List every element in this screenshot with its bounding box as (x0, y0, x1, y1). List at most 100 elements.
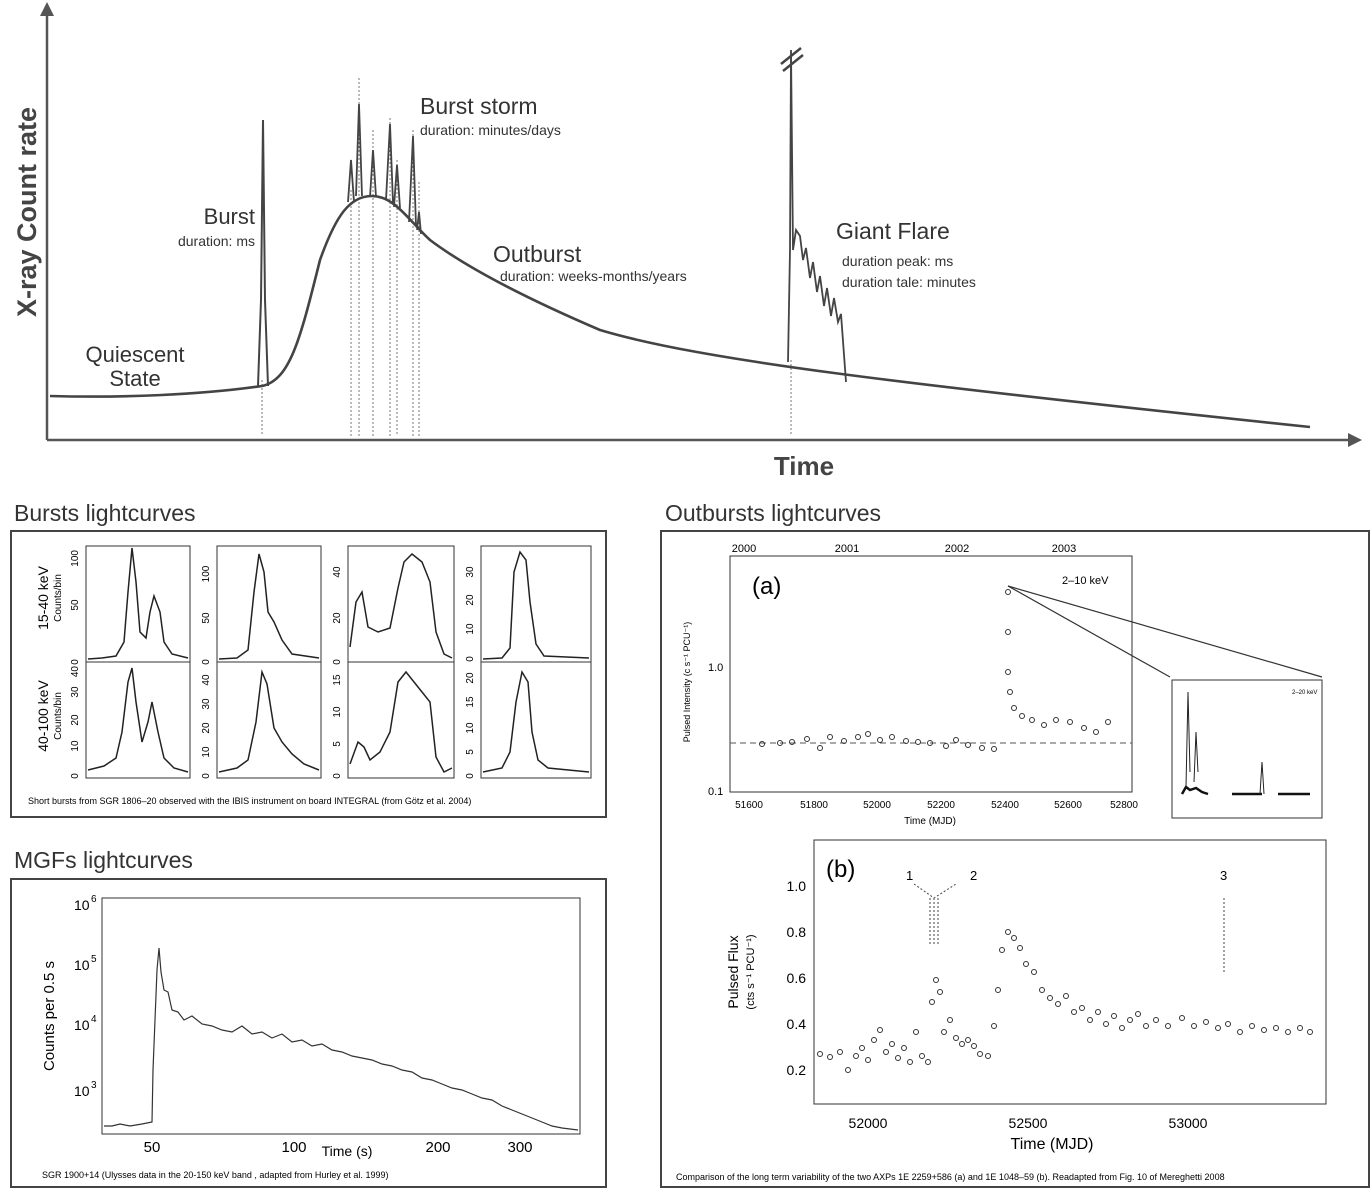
svg-text:0: 0 (70, 659, 81, 665)
burst-panel-t3: 40 20 0 (332, 545, 455, 665)
svg-text:20: 20 (201, 722, 212, 734)
svg-text:0.4: 0.4 (787, 1016, 807, 1032)
svg-text:4: 4 (91, 1014, 97, 1025)
svg-text:2–10 keV: 2–10 keV (1062, 575, 1109, 587)
burst-panel-b1: 40 30 20 10 0 (70, 661, 191, 779)
svg-text:52000: 52000 (849, 1115, 888, 1131)
mgf-plot-frame (101, 897, 581, 1135)
svg-text:0.6: 0.6 (787, 970, 807, 986)
storm-duration: duration: minutes/days (420, 122, 561, 138)
svg-text:0: 0 (465, 773, 476, 779)
giant-flare-duration-tale: duration tale: minutes (842, 274, 976, 290)
storm-spikes (347, 103, 422, 235)
svg-text:(cts s⁻¹ PCU⁻¹): (cts s⁻¹ PCU⁻¹) (745, 934, 757, 1009)
svg-text:(b): (b) (826, 856, 855, 883)
svg-text:0: 0 (201, 773, 212, 779)
svg-text:10: 10 (465, 623, 476, 635)
svg-text:10: 10 (201, 746, 212, 758)
svg-text:50: 50 (70, 599, 81, 611)
svg-text:30: 30 (201, 698, 212, 710)
schematic-diagram: X-ray Count rate Time Quiescent State Bu… (12, 2, 1362, 481)
outbursts-caption: Comparison of the long term variability … (676, 1172, 1225, 1182)
svg-text:51800: 51800 (800, 800, 828, 811)
svg-text:40-100 keV: 40-100 keV (35, 680, 51, 752)
mgf-lightcurve (104, 947, 579, 1131)
svg-text:5: 5 (91, 954, 97, 965)
giant-flare-duration-peak: duration peak: ms (842, 253, 953, 269)
mgf-ylabel: Counts per 0.5 s (41, 961, 58, 1071)
bursts-panel: 15-40 keV Counts/bin 40-100 keV Counts/b… (10, 530, 607, 818)
y-axis-arrow (40, 2, 54, 16)
burst-spike (257, 119, 269, 387)
svg-text:20: 20 (70, 714, 81, 726)
svg-text:0.1: 0.1 (708, 786, 723, 798)
burst-panel-b3: 15 10 5 0 (332, 661, 455, 779)
svg-text:52600: 52600 (1054, 800, 1082, 811)
mgfs-figure: 10 6 10 5 10 4 10 3 Counts per 0.5 s 50 100 … (41, 894, 581, 1180)
svg-text:40: 40 (201, 674, 212, 686)
svg-text:10: 10 (465, 722, 476, 734)
lightcurve (49, 194, 1311, 429)
row-label-bottom: 40-100 keV Counts/bin (35, 680, 64, 752)
svg-text:52800: 52800 (1110, 800, 1138, 811)
svg-text:5: 5 (465, 749, 476, 755)
storm-label: Burst storm (420, 93, 538, 119)
row-label-top: 15-40 keV Counts/bin (35, 565, 64, 629)
svg-text:(a): (a) (752, 573, 781, 600)
svg-text:10: 10 (74, 897, 90, 913)
outburst-panel-b: (b) 1 2 3 1.0 0.8 0.6 0.4 0.2 Pulsed Flu… (725, 839, 1327, 1153)
svg-text:0.2: 0.2 (787, 1062, 807, 1078)
svg-text:20: 20 (332, 612, 343, 624)
svg-text:30: 30 (465, 566, 476, 578)
svg-text:3: 3 (91, 1080, 97, 1091)
svg-text:2: 2 (970, 868, 977, 883)
burst-panel-t4: 30 20 10 0 (465, 545, 592, 663)
svg-text:10: 10 (74, 1083, 90, 1099)
svg-text:52000: 52000 (863, 800, 891, 811)
svg-text:40: 40 (70, 666, 81, 678)
svg-text:200: 200 (425, 1139, 450, 1156)
svg-text:100: 100 (201, 565, 212, 582)
svg-text:3: 3 (1220, 868, 1227, 883)
svg-text:0: 0 (332, 773, 343, 779)
mgfs-caption: SGR 1900+14 (Ulysses data in the 20-150 … (42, 1170, 388, 1180)
bursts-section-title: Bursts lightcurves (14, 500, 196, 526)
svg-text:0: 0 (201, 659, 212, 665)
svg-text:0: 0 (70, 773, 81, 779)
mgf-yticks: 10 6 10 5 10 4 10 3 (74, 894, 97, 1099)
svg-text:52500: 52500 (1009, 1115, 1048, 1131)
svg-text:30: 30 (70, 686, 81, 698)
svg-text:100: 100 (281, 1139, 306, 1156)
svg-text:50: 50 (201, 612, 212, 624)
svg-text:Pulsed Intensity (c s⁻¹ PCU⁻¹): Pulsed Intensity (c s⁻¹ PCU⁻¹) (682, 622, 692, 743)
svg-text:2–20 keV: 2–20 keV (1292, 690, 1317, 696)
svg-text:51600: 51600 (735, 800, 763, 811)
burst-panel-b2: 40 30 20 10 0 (201, 661, 322, 779)
outburst-duration: duration: weeks-months/years (500, 268, 687, 284)
svg-text:Time (MJD): Time (MJD) (1011, 1136, 1094, 1153)
svg-text:0: 0 (465, 656, 476, 662)
svg-text:2002: 2002 (945, 543, 969, 555)
svg-text:1.0: 1.0 (787, 878, 807, 894)
svg-text:2001: 2001 (835, 543, 859, 555)
svg-text:5: 5 (332, 741, 343, 747)
x-axis-label: Time (774, 451, 834, 481)
svg-text:10: 10 (332, 706, 343, 718)
outburst-inset: 2–20 keV (1171, 679, 1323, 819)
svg-text:0: 0 (332, 659, 343, 665)
svg-text:15: 15 (332, 674, 343, 686)
bursts-caption: Short bursts from SGR 1806–20 observed w… (28, 796, 471, 806)
svg-text:Counts/bin: Counts/bin (53, 692, 64, 740)
outburst-panel-a: (a) 2–10 keV 2000 2001 2002 2003 1.0 0.1… (682, 543, 1323, 827)
svg-text:50: 50 (144, 1139, 161, 1156)
x-axis-arrow (1348, 433, 1362, 447)
burst-panel-b4: 20 15 10 5 0 (465, 661, 592, 779)
bursts-figure: 15-40 keV Counts/bin 40-100 keV Counts/b… (28, 545, 592, 806)
outbursts-figure: (a) 2–10 keV 2000 2001 2002 2003 1.0 0.1… (676, 543, 1327, 1182)
svg-text:15-40 keV: 15-40 keV (35, 565, 51, 629)
burst-duration: duration: ms (178, 233, 255, 249)
svg-text:100: 100 (70, 550, 81, 567)
mgf-xticks: 50 100 200 300 (144, 1139, 533, 1156)
axis-break-icon (780, 47, 804, 72)
svg-text:53000: 53000 (1169, 1115, 1208, 1131)
